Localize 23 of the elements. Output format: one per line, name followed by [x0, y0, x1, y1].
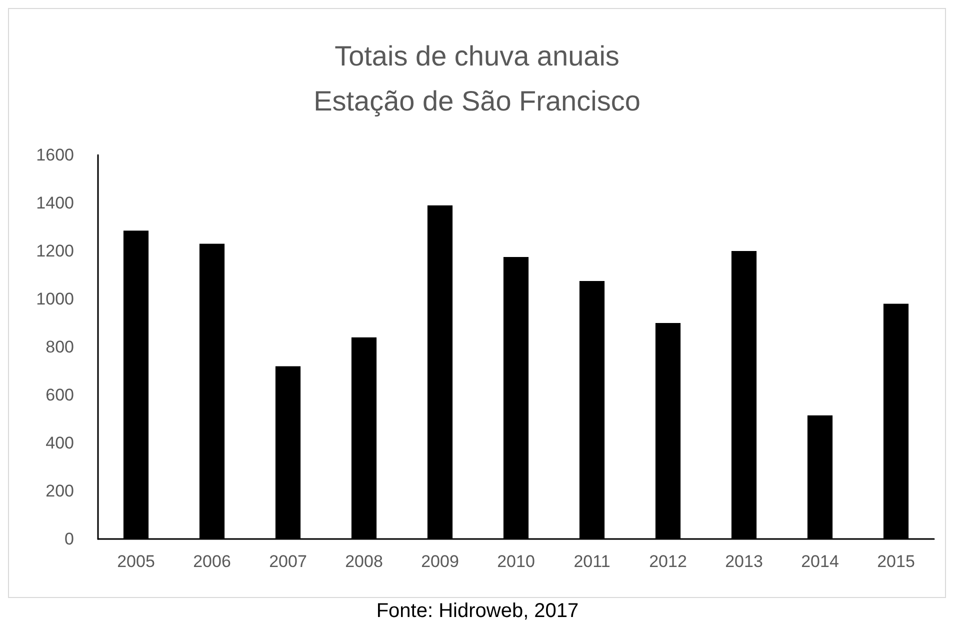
y-tick-label: 200: [46, 482, 74, 500]
source-note: Fonte: Hidroweb, 2017: [375, 600, 580, 623]
x-tick-label: 2015: [877, 552, 915, 571]
y-tick-label: 1600: [36, 146, 74, 164]
x-tick-label: 2011: [574, 552, 610, 571]
x-tick-label: 2010: [497, 552, 535, 571]
y-tick-label: 0: [64, 530, 74, 548]
y-tick-label: 800: [46, 338, 74, 356]
y-tick-label: 1400: [36, 194, 74, 212]
x-tick-label: 2014: [801, 552, 839, 571]
x-tick-label: 2006: [193, 552, 231, 571]
x-tick-label: 2009: [421, 552, 459, 571]
y-tick-label: 400: [46, 434, 74, 452]
y-tick-label: 1200: [36, 242, 74, 260]
x-tick-label: 2012: [649, 552, 687, 571]
x-tick-label: 2008: [345, 552, 383, 571]
x-tick-label: 2007: [269, 552, 307, 571]
chart-title: Totais de chuva anuais: [334, 40, 620, 72]
chart-subtitle: Estação de São Francisco: [314, 86, 640, 116]
x-tick-label: 2005: [117, 552, 155, 571]
y-tick-label: 600: [46, 386, 74, 404]
x-tick-label: 2013: [725, 552, 763, 571]
y-tick-label: 1000: [36, 290, 74, 308]
